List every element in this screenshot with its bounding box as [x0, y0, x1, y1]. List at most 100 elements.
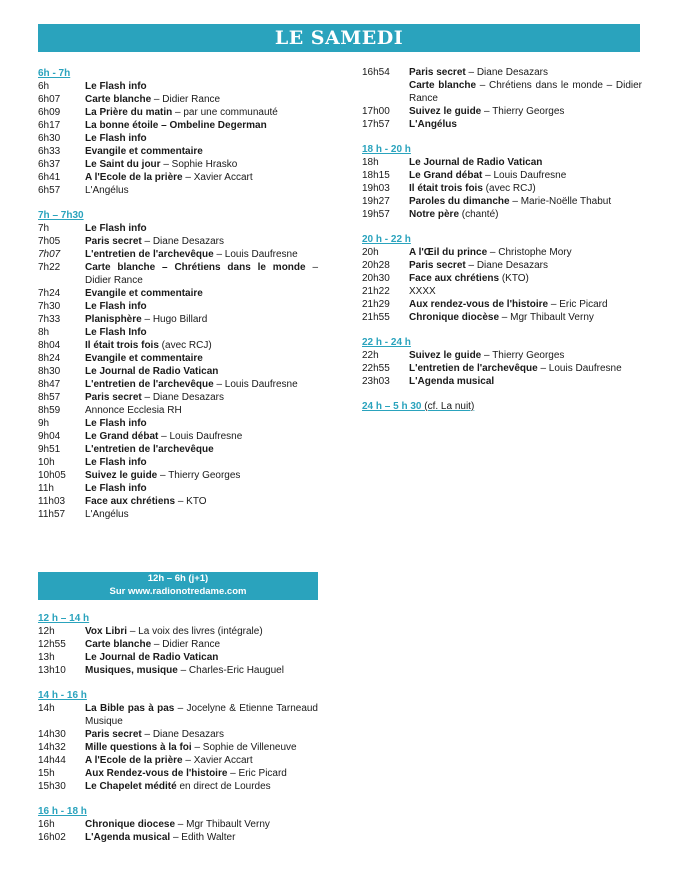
program-description: L'Angélus	[85, 184, 318, 197]
program-title: L'entretien de l'archevêque	[85, 249, 214, 260]
program-title: Aux Rendez-vous de l'histoire	[85, 768, 228, 779]
program-title: La Prière du matin	[85, 107, 173, 118]
program-time: 9h	[38, 418, 50, 429]
program-title: L'Angélus	[409, 119, 457, 130]
program-title: Chronique diocese	[85, 819, 176, 830]
program-row: 13h10 Musiques, musique – Charles-Eric Ha…	[38, 664, 318, 677]
program-time: 14h	[38, 703, 55, 714]
program-row: 20h30 Face aux chrétiens (KTO)	[362, 272, 642, 285]
schedule-left-morning: 6h - 7h 6h Le Flash info 6h07 Carte blanche …	[38, 67, 318, 521]
program-host: – Mgr Thibault Verny	[499, 312, 594, 323]
section-header: 6h - 7h	[38, 67, 318, 80]
program-host: (chanté)	[459, 209, 499, 220]
program-description: Aux rendez-vous de l'histoire – Eric Pic…	[409, 298, 642, 311]
section-header: 14 h - 16 h	[38, 689, 318, 702]
section-time-range: 18 h - 20 h	[362, 144, 411, 155]
program-row: 9h51 L'entretien de l'archevêque	[38, 443, 318, 456]
schedule-section: 22 h - 24 h 22h Suivez le guide – Thierry …	[362, 336, 642, 388]
program-description: Suivez le guide – Thierry Georges	[409, 105, 642, 118]
program-title: Paris secret	[85, 729, 142, 740]
section-header: 12 h – 14 h	[38, 612, 318, 625]
program-time: 15h30	[38, 781, 66, 792]
program-row: 12h55 Carte blanche – Didier Rance	[38, 638, 318, 651]
program-time: 16h02	[38, 832, 66, 843]
program-description: Aux Rendez-vous de l'histoire – Eric Pic…	[85, 767, 318, 780]
program-description: Le Grand débat – Louis Daufresne	[85, 430, 318, 443]
program-description: A l'Ecole de la prière – Xavier Accart	[85, 171, 318, 184]
program-description: Paris secret – Diane Desazars	[409, 66, 642, 79]
page-title: LE SAMEDI	[38, 24, 640, 52]
schedule-section: 6h - 7h 6h Le Flash info 6h07 Carte blanche …	[38, 67, 318, 197]
program-description: A l'Œil du prince – Christophe Mory	[409, 246, 642, 259]
program-description: L'entretien de l'archevêque – Louis Dauf…	[409, 362, 642, 375]
program-title: Vox Libri	[85, 626, 128, 637]
program-time: 7h33	[38, 314, 61, 325]
program-title: Le Chapelet médité	[85, 781, 177, 792]
program-description: Paris secret – Diane Desazars	[85, 235, 318, 248]
program-row: 13h Le Journal de Radio Vatican	[38, 651, 318, 664]
section-time-range: 16 h - 18 h	[38, 806, 87, 817]
program-row: 15h30 Le Chapelet médité en direct de Lou…	[38, 780, 318, 793]
program-row: 8h47 L'entretien de l'archevêque – Louis …	[38, 378, 318, 391]
program-row: 6h07 Carte blanche – Didier Rance	[38, 93, 318, 106]
program-title: Paris secret	[85, 236, 142, 247]
banner-website[interactable]: Sur www.radionotredame.com	[109, 585, 247, 597]
program-time: 6h17	[38, 120, 61, 131]
program-title: Le Flash info	[85, 81, 147, 92]
program-title: Paroles du dimanche	[409, 196, 510, 207]
program-title: Notre père	[409, 209, 460, 220]
program-row: 21h29 Aux rendez-vous de l'histoire – Eri…	[362, 298, 642, 311]
program-row: 21h55 Chronique diocèse – Mgr Thibault Ve…	[362, 311, 642, 324]
program-time: 19h57	[362, 209, 390, 220]
program-title: L'Agenda musical	[409, 376, 495, 387]
program-description: Paris secret – Diane Desazars	[85, 391, 318, 404]
schedule-left-afternoon: 12 h – 14 h 12h Vox Libri – La voix des li…	[38, 612, 318, 844]
program-description: Paroles du dimanche – Marie-Noëlle Thabu…	[409, 195, 642, 208]
program-host: – Edith Walter	[170, 832, 236, 843]
section-time-range: 7h – 7h30	[38, 210, 84, 221]
web-only-banner: 12h – 6h (j+1) Sur www.radionotredame.co…	[38, 572, 318, 600]
program-time: 8h30	[38, 366, 61, 377]
program-title: Carte blanche	[85, 639, 152, 650]
program-time: 10h	[38, 457, 55, 468]
program-title: Mille questions à la foi	[85, 742, 192, 753]
program-row: 11h57 L'Angélus	[38, 508, 318, 521]
program-description: Le Journal de Radio Vatican	[409, 156, 642, 169]
program-title: L'entretien de l'archevêque	[85, 444, 214, 455]
program-row: 14h44 A l'Ecole de la prière – Xavier Acc…	[38, 754, 318, 767]
program-row: 6h37 Le Saint du jour – Sophie Hrasko	[38, 158, 318, 171]
program-description: Suivez le guide – Thierry Georges	[409, 349, 642, 362]
program-description: L'Agenda musical	[409, 375, 642, 388]
program-row: 7h05 Paris secret – Diane Desazars	[38, 235, 318, 248]
section-header: 22 h - 24 h	[362, 336, 642, 349]
program-time: 14h32	[38, 742, 66, 753]
program-description: Carte blanche – Chrétiens dans le monde …	[409, 79, 642, 105]
program-row: 9h04 Le Grand débat – Louis Daufresne	[38, 430, 318, 443]
program-host: – Thierry Georges	[481, 350, 565, 361]
program-time: 9h04	[38, 431, 61, 442]
program-title: Il était trois fois	[85, 340, 159, 351]
program-title: Evangile et commentaire	[85, 353, 203, 364]
program-description: Le Flash info	[85, 417, 318, 430]
schedule-section: 24 h – 5 h 30 (cf. La nuit)	[362, 400, 642, 413]
program-title: Le Flash info	[85, 301, 147, 312]
program-host: – Sophie Hrasko	[160, 159, 238, 170]
program-description: Evangile et commentaire	[85, 287, 318, 300]
program-description: Vox Libri – La voix des livres (intégral…	[85, 625, 318, 638]
program-title: Il était trois fois	[409, 183, 483, 194]
program-host: – Mgr Thibault Verny	[175, 819, 270, 830]
program-time: 14h30	[38, 729, 66, 740]
program-row: 8h59 Annonce Ecclesia RH	[38, 404, 318, 417]
schedule-section: 7h – 7h30 7h Le Flash info 7h05 Paris secret…	[38, 209, 318, 521]
program-host: – par une communauté	[172, 107, 278, 118]
program-host: – Eric Picard	[548, 299, 608, 310]
program-row: 6h57 L'Angélus	[38, 184, 318, 197]
program-row: 8h04 Il était trois fois (avec RCJ)	[38, 339, 318, 352]
program-host: L'Angélus	[85, 509, 129, 520]
section-header: 20 h - 22 h	[362, 233, 642, 246]
program-row: 14h30 Paris secret – Diane Desazars	[38, 728, 318, 741]
program-title: Suivez le guide	[409, 350, 482, 361]
program-title: Le Grand débat	[85, 431, 159, 442]
program-description: L'entretien de l'archevêque	[85, 443, 318, 456]
program-description: Le Journal de Radio Vatican	[85, 651, 318, 664]
